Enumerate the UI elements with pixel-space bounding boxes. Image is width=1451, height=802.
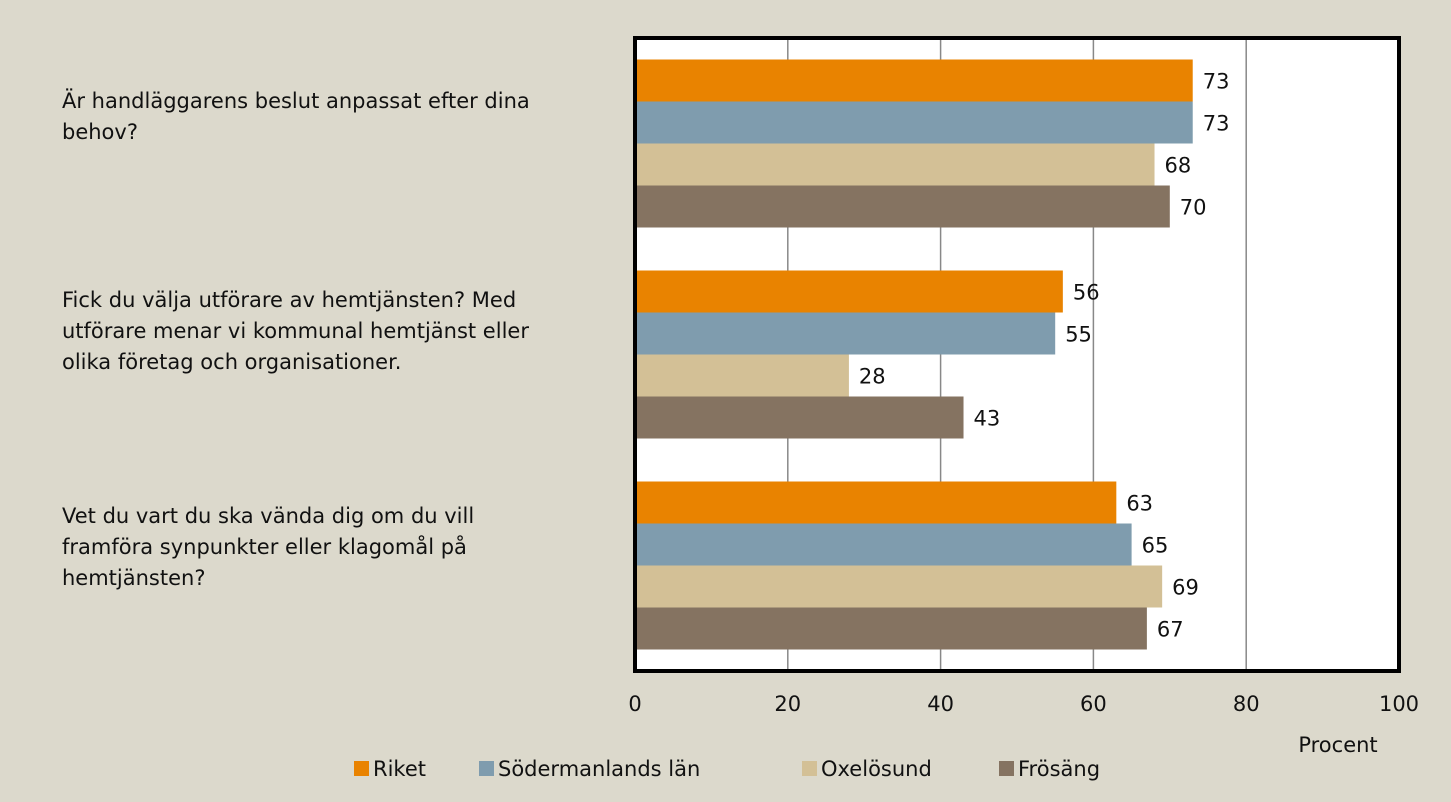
bar <box>635 101 1193 144</box>
value-label: 73 <box>1203 70 1230 94</box>
bar <box>635 565 1163 608</box>
bar <box>635 59 1193 102</box>
value-label: 63 <box>1126 492 1153 516</box>
bar <box>635 143 1155 186</box>
x-tick-label: 100 <box>1379 692 1419 716</box>
bar <box>635 185 1170 228</box>
legend-label: Södermanlands län <box>498 757 700 781</box>
category-label: Fick du välja utförare av hemtjänsten? M… <box>62 288 529 374</box>
value-label: 68 <box>1165 154 1192 178</box>
value-label: 73 <box>1203 112 1230 136</box>
x-tick-label: 80 <box>1233 692 1260 716</box>
value-label: 55 <box>1065 323 1092 347</box>
value-label: 56 <box>1073 281 1100 305</box>
category-label: Vet du vart du ska vända dig om du vill … <box>62 504 475 590</box>
bar <box>635 270 1063 313</box>
bar <box>635 523 1132 566</box>
x-tick-label: 40 <box>927 692 954 716</box>
value-label: 28 <box>859 365 886 389</box>
value-label: 67 <box>1157 618 1184 642</box>
legend-swatch <box>479 761 494 776</box>
value-label: 69 <box>1172 576 1199 600</box>
plot-border <box>633 36 1401 673</box>
legend-label: Frösäng <box>1018 757 1100 781</box>
bar <box>635 312 1056 355</box>
bar <box>635 607 1147 650</box>
legend-swatch <box>354 761 369 776</box>
bar <box>635 396 964 439</box>
value-label: 43 <box>974 407 1001 431</box>
x-tick-label: 60 <box>1080 692 1107 716</box>
category-label: Är handläggarens beslut anpassat efter d… <box>62 89 530 144</box>
x-tick-label: 0 <box>628 692 641 716</box>
x-axis-label: Procent <box>1298 733 1377 757</box>
value-label: 65 <box>1142 534 1169 558</box>
x-tick-label: 20 <box>774 692 801 716</box>
legend-label: Oxelösund <box>821 757 932 781</box>
bar <box>635 354 849 397</box>
legend-label: Riket <box>373 757 426 781</box>
legend-swatch <box>802 761 817 776</box>
legend-swatch <box>999 761 1014 776</box>
value-label: 70 <box>1180 196 1207 220</box>
bar <box>635 481 1117 524</box>
